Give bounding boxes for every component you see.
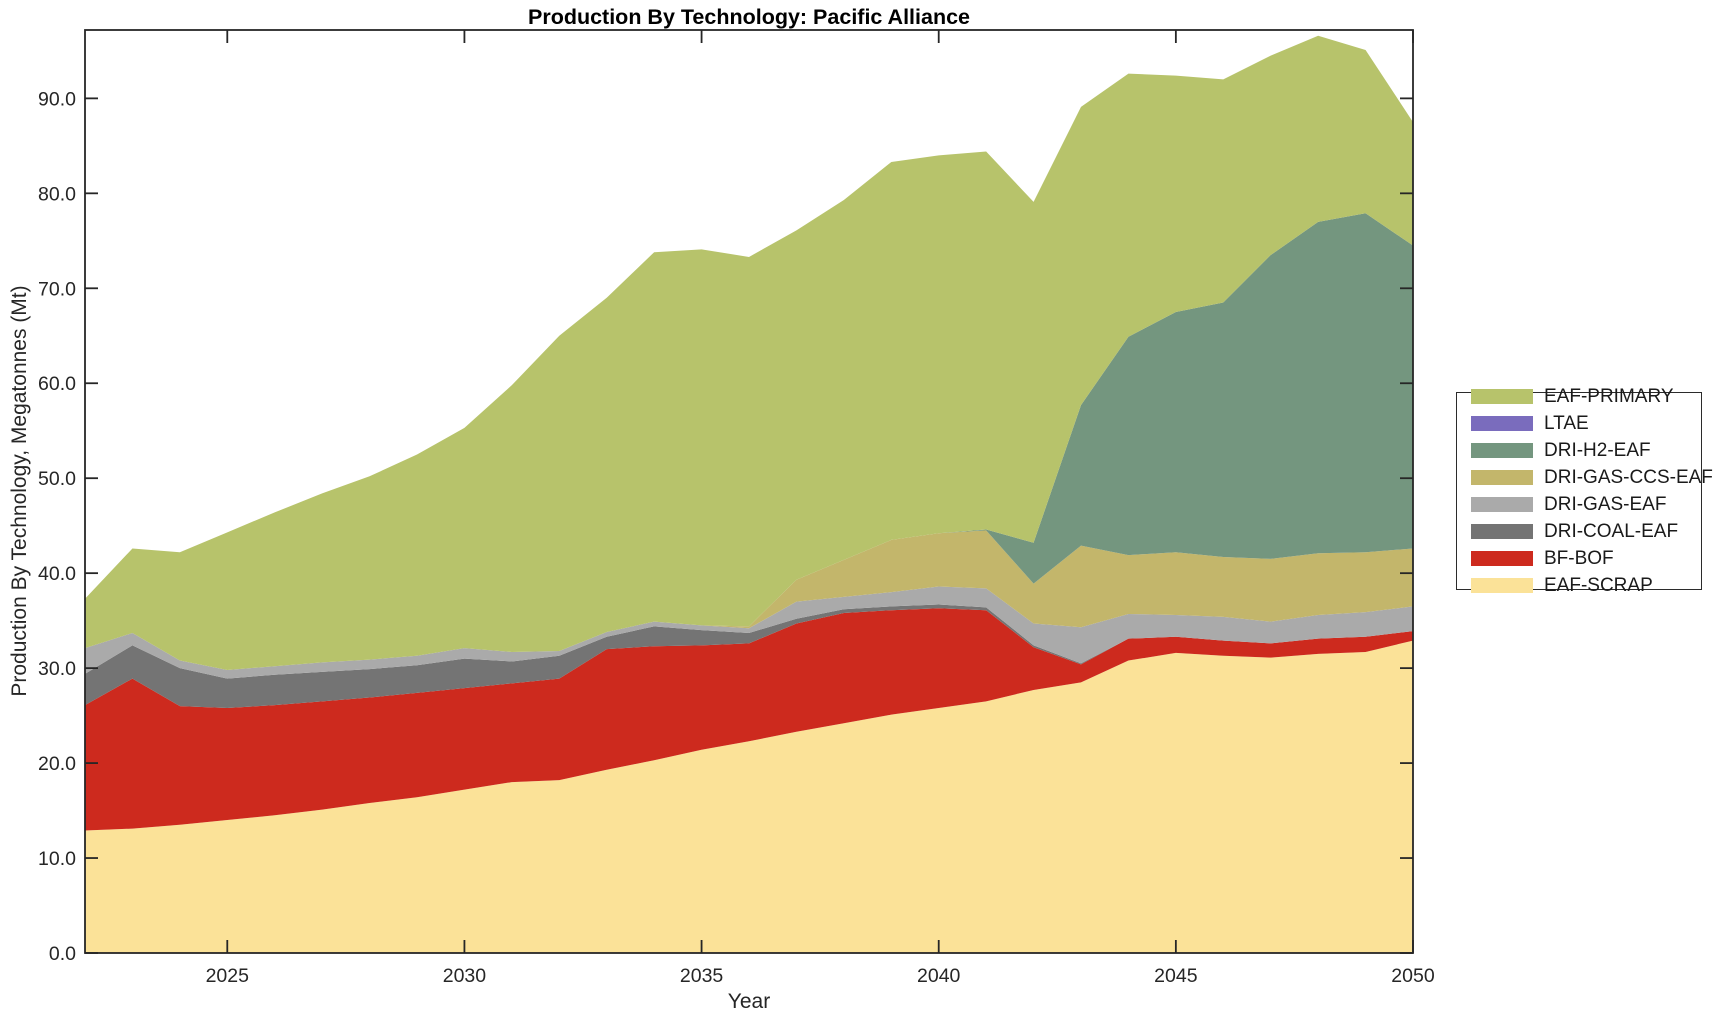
area-dri-h2-eaf <box>85 213 1413 671</box>
y-tick-label: 60.0 <box>38 373 76 395</box>
x-tick-label: 2045 <box>1154 965 1198 987</box>
y-tick-label: 50.0 <box>38 468 76 490</box>
legend-label: DRI-GAS-CCS-EAF <box>1544 467 1713 488</box>
y-axis-label: Production By Technology, Megatonnes (Mt… <box>8 285 31 696</box>
x-tick-label: 2050 <box>1391 965 1435 987</box>
legend-swatch-dri-coal-eaf <box>1471 524 1533 539</box>
legend-item-eaf-primary: EAF-PRIMARY <box>1471 387 1701 406</box>
legend-label: BF-BOF <box>1544 548 1614 569</box>
legend-swatch-dri-gas-eaf <box>1471 497 1533 512</box>
legend-item-dri-gas-ccs-eaf: DRI-GAS-CCS-EAF <box>1471 468 1713 487</box>
y-tick-label: 70.0 <box>38 278 76 300</box>
legend: EAF-PRIMARY LTAE DRI-H2-EAF DRI-GAS-CCS-EAF… <box>1456 387 1713 595</box>
area-dri-gas-ccs-eaf <box>85 530 1413 671</box>
legend-swatch-bf-bof <box>1471 551 1533 566</box>
legend-label: DRI-H2-EAF <box>1544 440 1651 461</box>
y-tick-label: 40.0 <box>38 563 76 585</box>
legend-swatch-dri-h2-eaf <box>1471 443 1533 458</box>
y-tick-label: 80.0 <box>38 183 76 205</box>
plot-frame <box>84 29 1414 954</box>
axes: 0.0 10.0 20.0 30.0 40.0 50.0 60.0 70.0 80.0 90.0 2… <box>38 29 1435 987</box>
area-eaf-scrap <box>85 640 1413 953</box>
y-tick-label: 30.0 <box>38 658 76 680</box>
area-eaf-primary <box>85 35 1413 671</box>
area-dri-gas-eaf <box>85 586 1413 679</box>
legend-label: DRI-GAS-EAF <box>1544 494 1667 515</box>
y-tick-label: 10.0 <box>38 848 76 870</box>
area-dri-coal-eaf <box>85 604 1413 709</box>
legend-item-eaf-scrap: EAF-SCRAP <box>1471 576 1701 595</box>
legend-label: EAF-SCRAP <box>1544 575 1653 596</box>
x-tick-label: 2040 <box>917 965 961 987</box>
x-tick-label: 2025 <box>206 965 250 987</box>
x-tick-label: 2030 <box>443 965 487 987</box>
x-tick-label: 2035 <box>680 965 724 987</box>
y-tick-label: 90.0 <box>38 88 76 110</box>
legend-swatch-eaf-primary <box>1471 389 1533 404</box>
legend-item-ltae: LTAE <box>1471 414 1701 433</box>
legend-swatch-eaf-scrap <box>1471 578 1533 593</box>
legend-swatch-dri-gas-ccs-eaf <box>1471 470 1533 485</box>
area-layers <box>85 35 1413 953</box>
legend-item-dri-gas-eaf: DRI-GAS-EAF <box>1471 495 1701 514</box>
x-axis-label: Year <box>728 990 770 1013</box>
y-tick-label: 0.0 <box>49 943 76 965</box>
y-tick-label: 20.0 <box>38 753 76 775</box>
legend-item-dri-coal-eaf: DRI-COAL-EAF <box>1471 522 1701 541</box>
legend-label: EAF-PRIMARY <box>1544 386 1674 407</box>
legend-label: LTAE <box>1544 413 1589 434</box>
area-bf-bof <box>85 608 1413 831</box>
legend-label: DRI-COAL-EAF <box>1544 521 1679 542</box>
legend-item-bf-bof: BF-BOF <box>1471 549 1701 568</box>
legend-item-dri-h2-eaf: DRI-H2-EAF <box>1471 441 1701 460</box>
legend-swatch-ltae <box>1471 416 1533 431</box>
chart-title: Production By Technology: Pacific Allian… <box>528 5 970 29</box>
